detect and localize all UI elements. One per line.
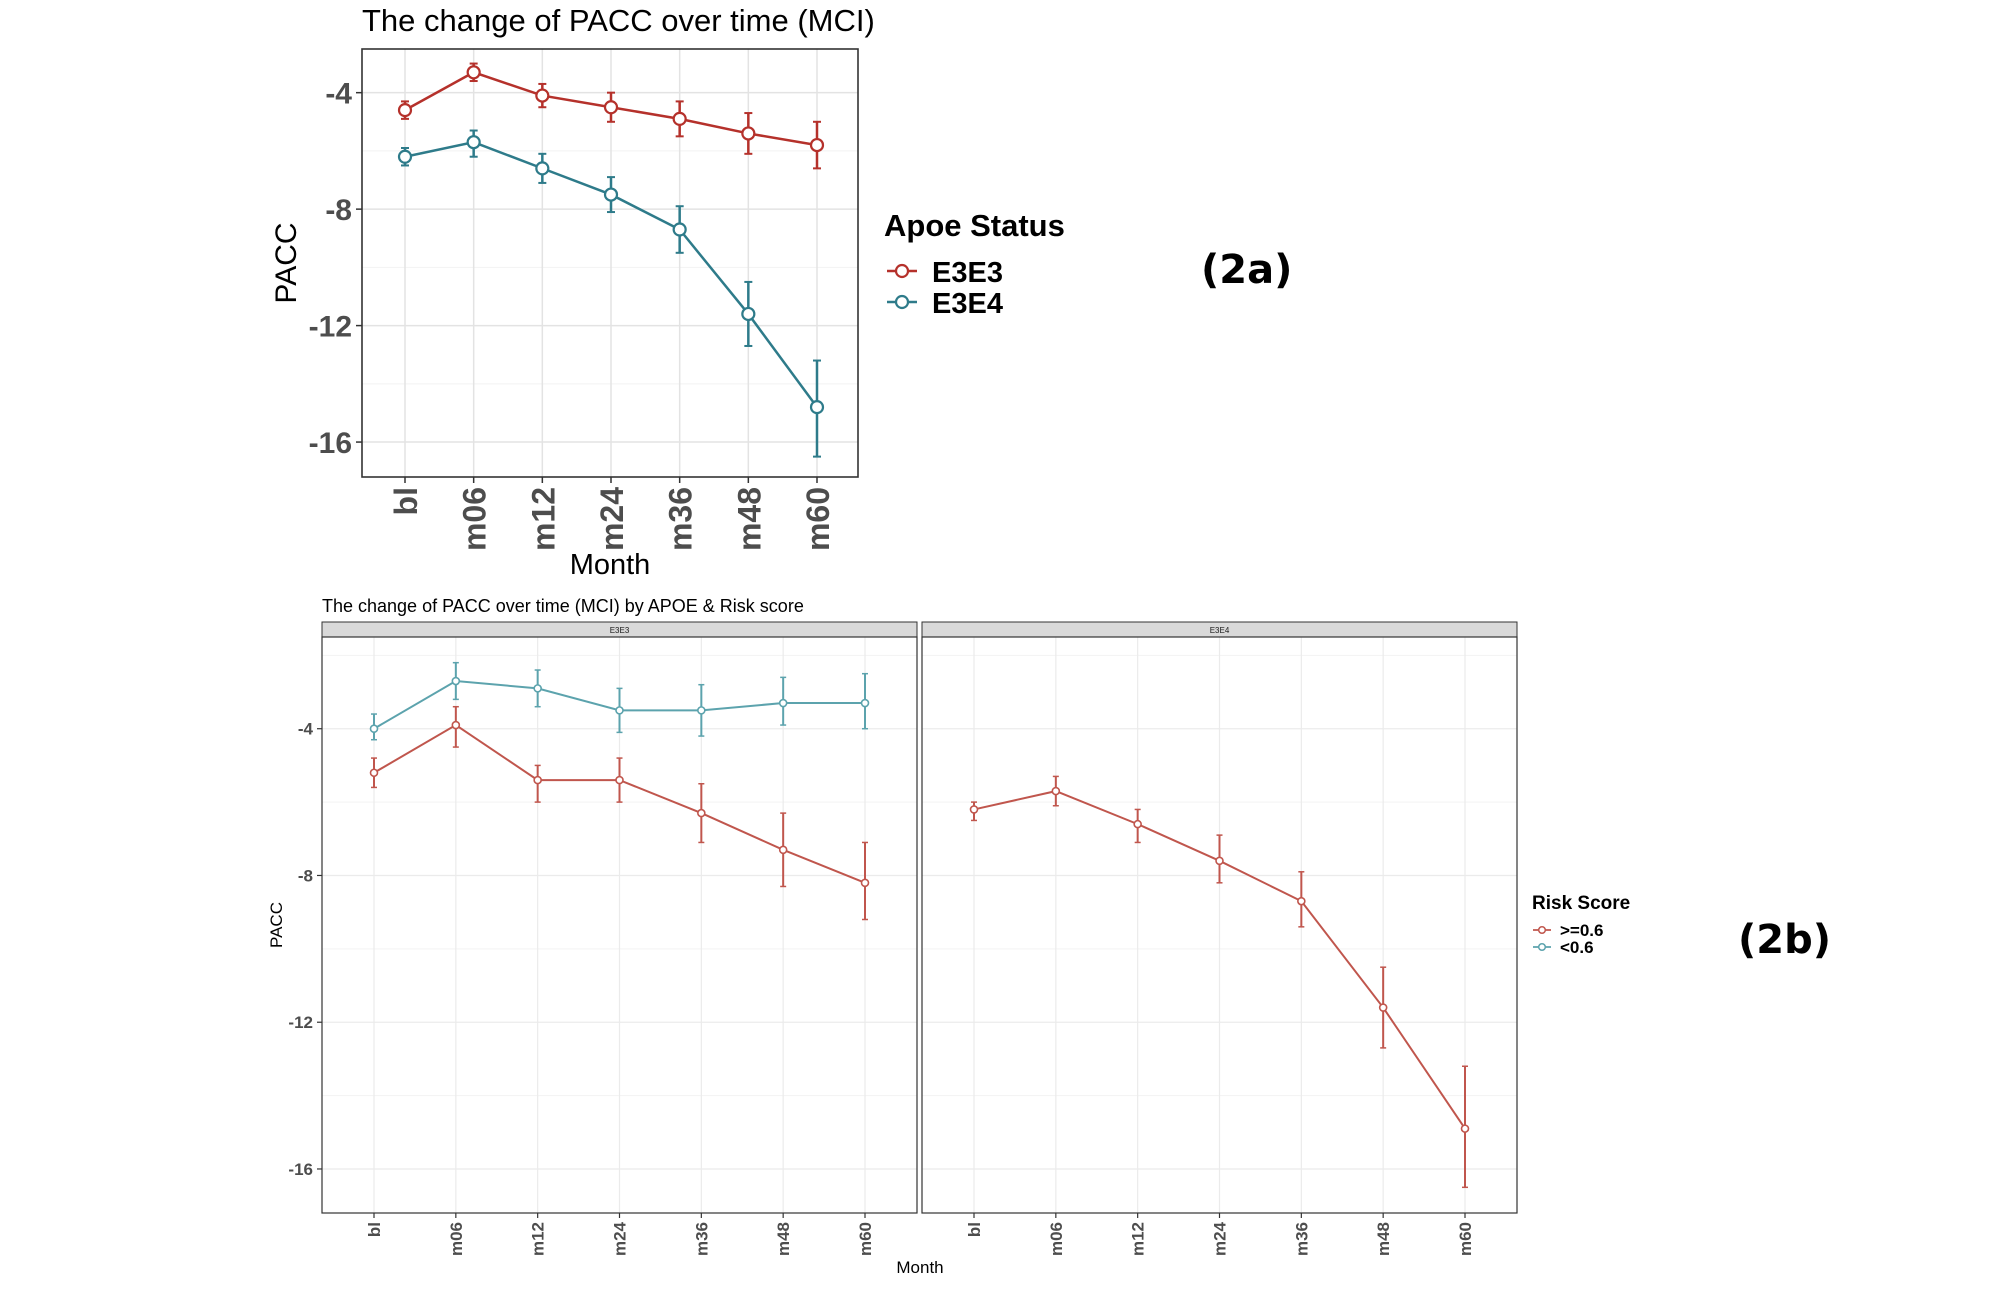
x-tick-label: m24 (611, 1221, 630, 1256)
y-tick-label: -12 (309, 311, 352, 344)
data-point (860, 698, 870, 708)
x-axis-label: Month (570, 549, 651, 581)
data-point (466, 135, 481, 150)
chart-2b: The change of PACC over time (MCI) by AP… (267, 596, 1630, 1277)
legend: Risk Score >=0.6<0.6 (1532, 893, 1630, 957)
plot-border (361, 48, 859, 478)
data-point (672, 111, 687, 126)
panel-tag-2a: (2a) (1201, 247, 1293, 293)
data-point (466, 65, 481, 80)
data-point (1297, 896, 1306, 906)
y-tick-label: -4 (298, 720, 314, 739)
legend-label: <0.6 (1560, 938, 1594, 957)
data-point (451, 676, 461, 686)
legend-label: E3E4 (932, 288, 1003, 320)
data-point (697, 706, 706, 715)
data-point (369, 768, 379, 778)
facet-E3E3: E3E3 bl m06 m12 m24 m36 m48 m60 -4 -8 -12 -16 (288, 621, 918, 1256)
x-tick-label: m60 (1456, 1222, 1475, 1256)
data-point (809, 137, 825, 153)
data-point (535, 88, 550, 103)
chart-2a: -4 -8 -12 -16 bl m06 m12 m24 m36 m48 m60 The change… (270, 3, 1065, 581)
x-tick-label: m06 (447, 1222, 466, 1256)
data-point (533, 684, 542, 693)
series->=0.6 (969, 775, 1470, 1189)
facet-strip-label: E3E4 (1210, 626, 1230, 635)
data-point (397, 149, 413, 164)
legend-label: >=0.6 (1560, 921, 1604, 940)
y-tick-label: -12 (288, 1013, 313, 1032)
x-tick-label: m12 (1129, 1222, 1148, 1256)
legend-key-point (894, 294, 910, 310)
legend-key-point (1537, 925, 1547, 935)
x-tick-label: m06 (1047, 1222, 1066, 1256)
x-tick-label: bl (965, 1222, 984, 1237)
x-axis-label: Month (896, 1258, 943, 1277)
x-tick-label: m36 (692, 1222, 711, 1256)
data-point (603, 187, 619, 202)
x-tick-label: m48 (731, 487, 767, 551)
series-<0.6 (369, 661, 870, 741)
legend-key-point (894, 263, 910, 279)
data-point (535, 161, 550, 176)
facet-strip-label: E3E3 (610, 626, 630, 635)
y-tick-label: -16 (309, 427, 352, 460)
y-axis-label: PACC (270, 222, 303, 303)
data-point (615, 706, 624, 715)
data-point (451, 720, 461, 730)
x-tick-label: bl (388, 487, 424, 515)
x-tick-label: m36 (1292, 1222, 1311, 1256)
panel-tag-2b: (2b) (1738, 917, 1832, 963)
data-point (1378, 1003, 1388, 1012)
data-point (741, 306, 756, 322)
legend-key-point (1537, 942, 1547, 952)
x-tick-label: bl (365, 1222, 384, 1237)
data-point (741, 126, 756, 141)
y-tick-label: -16 (288, 1160, 313, 1179)
data-point (615, 775, 624, 785)
legend-title: Apoe Status (884, 208, 1065, 243)
chart-title: The change of PACC over time (MCI) by AP… (322, 596, 804, 616)
data-point (1051, 786, 1061, 796)
x-tick-label: m60 (800, 487, 836, 551)
x-tick-label: m24 (594, 487, 630, 551)
series-E3E3 (397, 62, 825, 170)
series->=0.6 (369, 705, 870, 921)
x-tick-label: m60 (856, 1222, 875, 1256)
data-point (969, 805, 979, 814)
data-point (778, 845, 788, 855)
legend-title: Risk Score (1532, 893, 1630, 914)
y-axis-label: PACC (267, 902, 286, 948)
data-point (397, 103, 413, 118)
y-tick-label: -8 (298, 866, 313, 885)
data-point (809, 400, 825, 415)
data-point (697, 808, 706, 818)
x-tick-label: m06 (457, 487, 493, 551)
chart-title: The change of PACC over time (MCI) (362, 3, 875, 38)
data-point (1215, 856, 1224, 866)
x-tick-label: m48 (774, 1222, 793, 1256)
data-point (778, 698, 788, 708)
x-tick-label: m12 (529, 1222, 548, 1256)
data-point (369, 724, 379, 734)
data-point (860, 878, 870, 888)
legend-label: E3E3 (932, 257, 1003, 289)
data-point (1133, 819, 1142, 829)
y-tick-label: -8 (325, 194, 352, 227)
facet-E3E4: E3E4 bl m06 m12 m24 m36 m48 m60 (921, 621, 1518, 1256)
data-point (603, 100, 619, 115)
data-point (533, 775, 542, 785)
x-tick-label: m12 (525, 487, 561, 551)
series-E3E4 (397, 129, 825, 458)
x-tick-label: m36 (663, 487, 699, 551)
x-tick-label: m24 (1211, 1221, 1230, 1256)
x-tick-label: m48 (1374, 1222, 1393, 1256)
y-tick-label: -4 (325, 78, 352, 111)
data-point (1460, 1124, 1470, 1133)
data-point (672, 222, 687, 237)
